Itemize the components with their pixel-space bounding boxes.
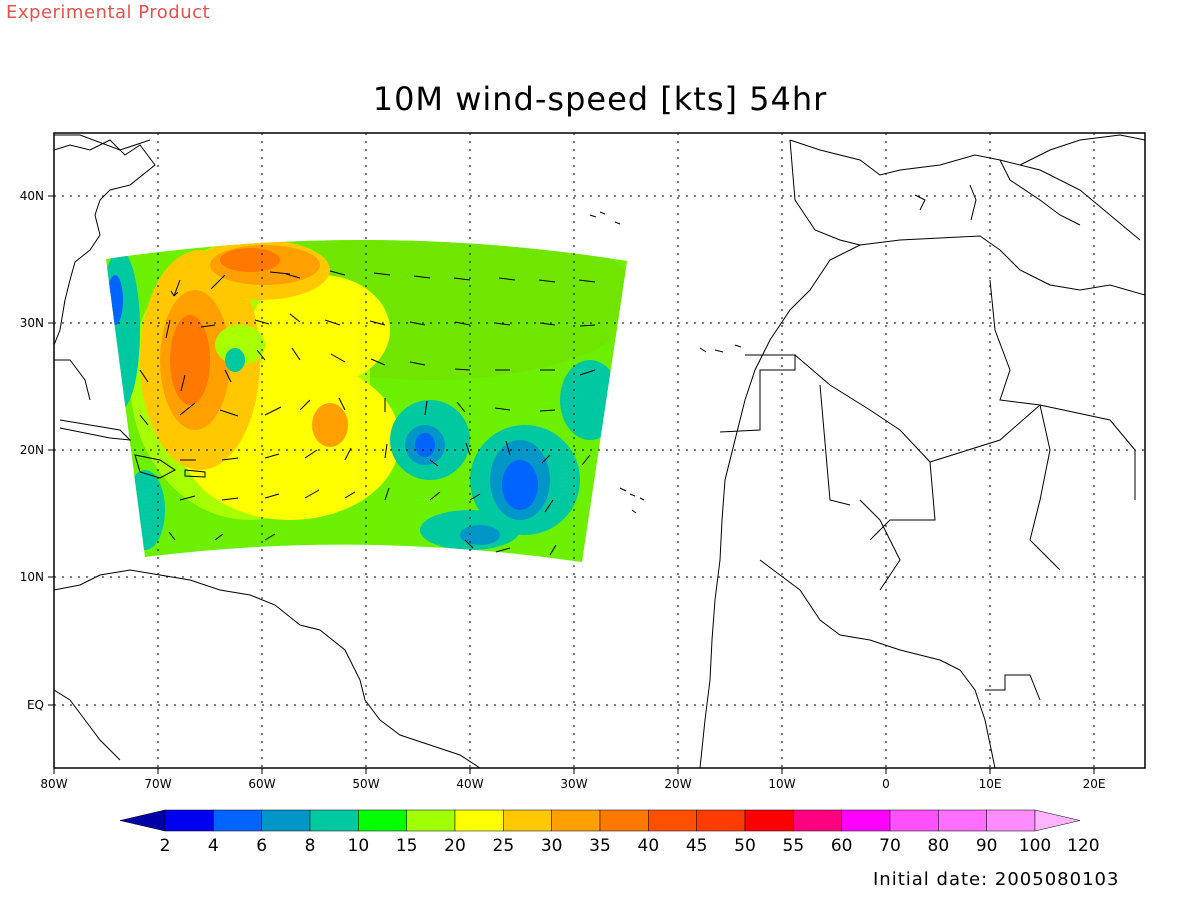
lon-tick-label: 20W xyxy=(664,777,691,791)
colorbar-swatch xyxy=(938,809,987,832)
colorbar-swatch xyxy=(358,809,407,832)
colorbar-swatch xyxy=(793,809,842,832)
colorbar-swatch xyxy=(1034,809,1081,832)
lon-tick-label: 0 xyxy=(882,777,890,791)
wind-speed-field xyxy=(106,239,627,563)
colorbar-label: 4 xyxy=(208,836,219,856)
colorbar-label: 6 xyxy=(256,836,267,856)
colorbar-label: 90 xyxy=(976,836,998,856)
colorbar-swatch xyxy=(648,809,697,832)
colorbar-label: 2 xyxy=(160,836,171,856)
lon-tick-label: 30W xyxy=(560,777,587,791)
lat-tick-label: 30N xyxy=(20,316,44,330)
colorbar-label: 30 xyxy=(541,836,563,856)
colorbar-swatch xyxy=(309,809,359,832)
colorbar-swatch xyxy=(599,809,649,832)
colorbar-swatch xyxy=(744,809,794,832)
colorbar-label: 45 xyxy=(686,836,708,856)
colorbar-label: 20 xyxy=(444,836,466,856)
colorbar-label: 10 xyxy=(348,836,370,856)
lat-tick-label: 10N xyxy=(20,570,44,584)
colorbar-label: 35 xyxy=(589,836,611,856)
colorbar-swatch xyxy=(696,809,746,832)
colorbar-swatch xyxy=(986,809,1036,832)
lon-tick-label: 50W xyxy=(352,777,379,791)
colorbar-label: 80 xyxy=(928,836,950,856)
colorbar-label: 25 xyxy=(493,836,515,856)
colorbar-swatch xyxy=(213,809,262,832)
lat-tick-label: EQ xyxy=(27,698,44,712)
colorbar-label: 100 xyxy=(1019,836,1051,856)
colorbar-swatch xyxy=(454,809,504,832)
lon-tick-label: 40W xyxy=(456,777,483,791)
colorbar-label: 60 xyxy=(831,836,853,856)
lat-tick-label: 40N xyxy=(20,189,44,203)
lon-tick-label: 10W xyxy=(768,777,795,791)
lat-tick-label: 20N xyxy=(20,443,44,457)
colorbar-swatch xyxy=(551,809,601,832)
colorbar-swatch xyxy=(841,809,891,832)
colorbar-label: 50 xyxy=(734,836,756,856)
colorbar: 2 4 6 8 10 15 20 25 30 35 40 45 50 55 60 70 80 90 100 120 xyxy=(119,809,1100,856)
colorbar-swatch xyxy=(889,809,939,832)
colorbar-label: 8 xyxy=(305,836,316,856)
wind-vectors xyxy=(139,270,596,556)
colorbar-swatch xyxy=(164,809,214,832)
lon-tick-label: 20E xyxy=(1083,777,1106,791)
axis-ticks xyxy=(48,195,1095,774)
colorbar-swatch xyxy=(119,809,166,832)
lon-tick-label: 80W xyxy=(40,777,67,791)
map-title: 10M wind-speed [kts] 54hr xyxy=(372,80,828,118)
lon-tick-label: 60W xyxy=(248,777,275,791)
colorbar-swatch xyxy=(406,809,456,832)
lon-tick-label: 70W xyxy=(144,777,171,791)
colorbar-swatch xyxy=(261,809,311,832)
graticule xyxy=(54,133,1145,768)
experimental-product-label: Experimental Product xyxy=(6,2,211,23)
colorbar-label: 120 xyxy=(1067,836,1099,856)
lon-tick-label: 10E xyxy=(979,777,1002,791)
colorbar-label: 40 xyxy=(638,836,660,856)
initial-date-label: Initial date: 2005080103 xyxy=(873,869,1120,890)
colorbar-label: 70 xyxy=(879,836,901,856)
colorbar-swatch xyxy=(503,809,552,832)
colorbar-label: 15 xyxy=(396,836,418,856)
colorbar-label: 55 xyxy=(783,836,805,856)
coastlines xyxy=(54,134,1145,768)
